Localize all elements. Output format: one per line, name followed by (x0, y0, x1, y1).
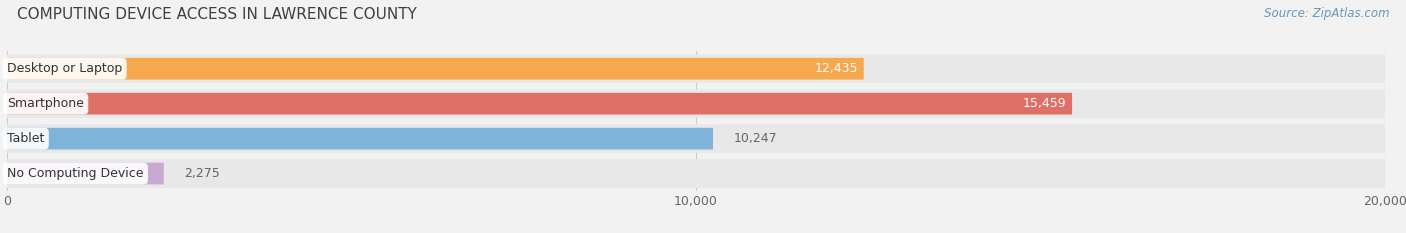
FancyBboxPatch shape (7, 55, 1385, 83)
Text: 10,247: 10,247 (734, 132, 778, 145)
Text: Desktop or Laptop: Desktop or Laptop (7, 62, 122, 75)
FancyBboxPatch shape (7, 163, 163, 185)
Text: 15,459: 15,459 (1022, 97, 1066, 110)
FancyBboxPatch shape (7, 93, 1071, 115)
Text: 2,275: 2,275 (184, 167, 221, 180)
Text: 12,435: 12,435 (814, 62, 858, 75)
Text: COMPUTING DEVICE ACCESS IN LAWRENCE COUNTY: COMPUTING DEVICE ACCESS IN LAWRENCE COUN… (17, 7, 416, 22)
FancyBboxPatch shape (7, 159, 1385, 188)
FancyBboxPatch shape (7, 124, 1385, 153)
FancyBboxPatch shape (7, 128, 713, 150)
Text: Tablet: Tablet (7, 132, 45, 145)
Text: Smartphone: Smartphone (7, 97, 84, 110)
FancyBboxPatch shape (7, 58, 863, 80)
Text: No Computing Device: No Computing Device (7, 167, 143, 180)
FancyBboxPatch shape (7, 89, 1385, 118)
Text: Source: ZipAtlas.com: Source: ZipAtlas.com (1264, 7, 1389, 20)
